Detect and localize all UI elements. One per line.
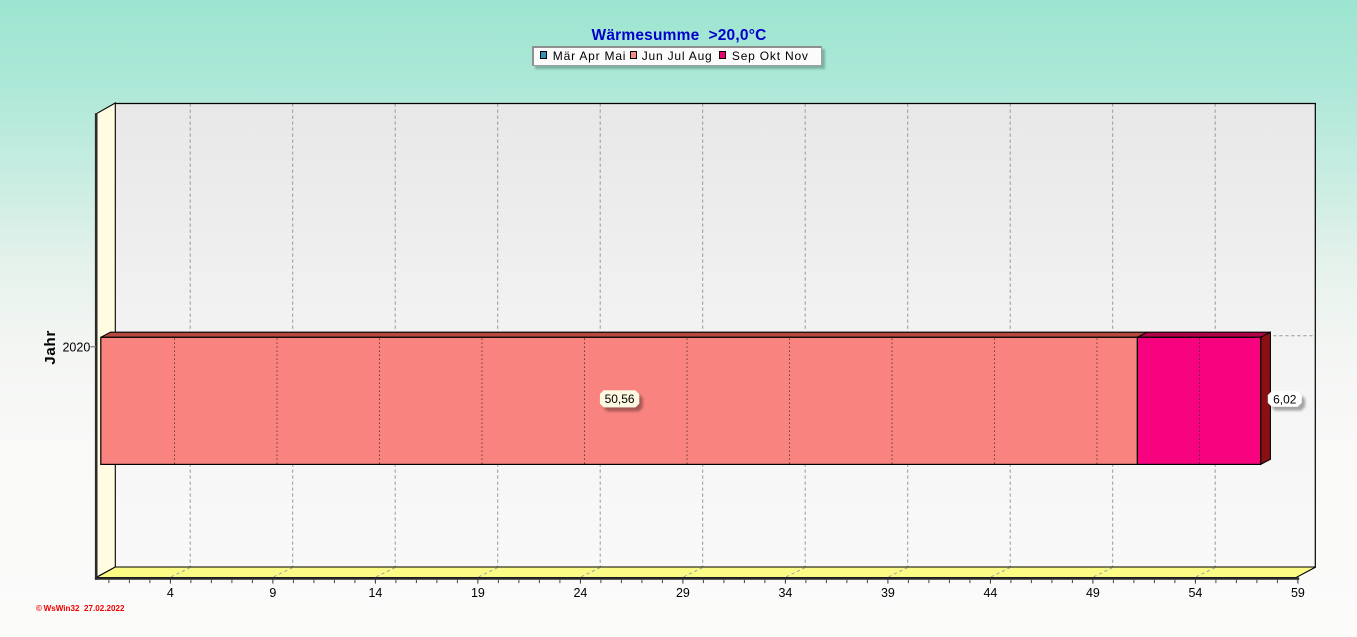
svg-text:59: 59: [1291, 586, 1305, 600]
svg-text:34: 34: [778, 586, 792, 600]
svg-text:49: 49: [1086, 586, 1100, 600]
svg-text:14: 14: [368, 586, 382, 600]
svg-text:39: 39: [881, 586, 895, 600]
svg-text:54: 54: [1188, 586, 1202, 600]
svg-text:29: 29: [676, 586, 690, 600]
svg-text:Jahr: Jahr: [42, 330, 59, 365]
svg-text:19: 19: [471, 586, 485, 600]
svg-text:9: 9: [269, 586, 276, 600]
svg-text:50,56: 50,56: [605, 392, 635, 406]
svg-text:Wärmesumme >20,0°C: Wärmesumme >20,0°C: [592, 27, 767, 44]
svg-text:24: 24: [573, 586, 587, 600]
svg-text:© WsWin32 27.02.2022: © WsWin32 27.02.2022: [36, 604, 125, 613]
svg-text:6,02: 6,02: [1273, 392, 1297, 406]
svg-text:2020: 2020: [62, 340, 90, 354]
svg-text:4: 4: [167, 586, 174, 600]
svg-text:44: 44: [983, 586, 997, 600]
